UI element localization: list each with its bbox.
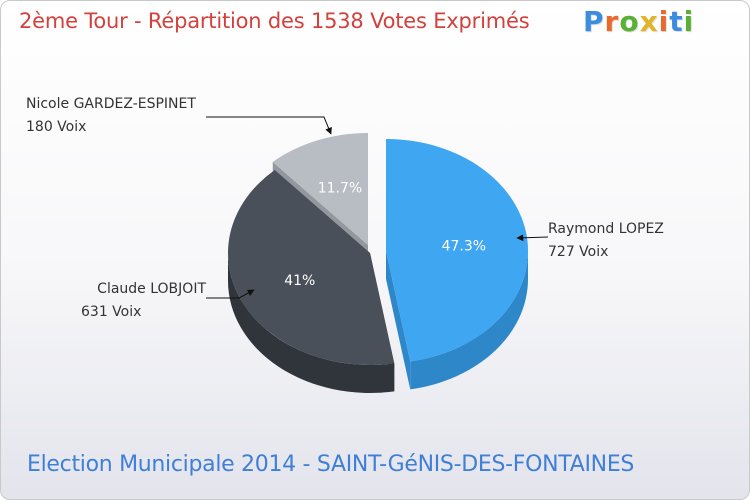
- slice-name-label: Raymond LOPEZ: [548, 221, 664, 237]
- pie-slice-claude-lobjoit: [227, 169, 395, 366]
- pie-slice-nicole-gardez-espinet: [272, 133, 368, 245]
- logo-letter: r: [604, 5, 620, 38]
- election-caption: Election Municipale 2014 - SAINT-GéNIS-D…: [27, 452, 635, 477]
- logo-letter: P: [583, 5, 605, 38]
- percent-label: 47.3%: [442, 239, 486, 255]
- percent-label: 41%: [284, 273, 315, 289]
- logo-letter: t: [669, 5, 684, 38]
- pie-slice-raymond-lopez: [386, 139, 529, 362]
- leader-line: [206, 116, 332, 135]
- logo-letter: x: [639, 5, 659, 38]
- logo-letter: o: [619, 5, 640, 38]
- slice-votes-label: 631 Voix: [81, 304, 141, 320]
- slice-votes-label: 727 Voix: [548, 244, 608, 260]
- leader-line: [206, 289, 255, 299]
- proxiti-logo: Proxiti: [583, 5, 694, 38]
- logo-letter: i: [683, 5, 695, 38]
- slice-name-label: Nicole GARDEZ-ESPINET: [26, 96, 196, 112]
- slice-votes-label: 180 Voix: [26, 119, 86, 135]
- logo-letter: i: [658, 5, 670, 38]
- pie-slice-side: [410, 251, 528, 390]
- slice-name-label: Claude LOBJOIT: [97, 281, 206, 297]
- leader-line: [516, 234, 549, 242]
- percent-label: 11.7%: [318, 181, 362, 197]
- pie-slice-side: [227, 253, 395, 394]
- chart-title: 2ème Tour - Répartition des 1538 Votes E…: [19, 9, 530, 33]
- pie-slice-cut: [386, 251, 411, 390]
